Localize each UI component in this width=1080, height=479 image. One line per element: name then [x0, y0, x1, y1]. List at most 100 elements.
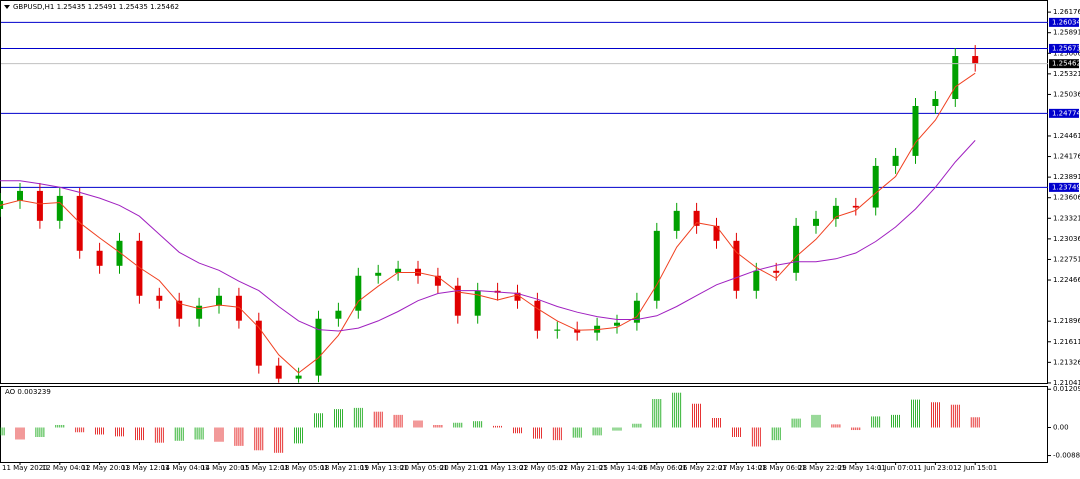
candle-body	[574, 329, 581, 333]
y-tick-label: 1.26176	[1053, 8, 1080, 16]
x-tick-label: 20 May 05:01	[400, 464, 448, 472]
y-tick-label: 1.25036	[1053, 90, 1080, 98]
x-tick-label: 12 May 20:01	[82, 464, 130, 472]
x-tick-label: 11 May 2020	[2, 464, 48, 472]
candle-body	[434, 275, 441, 286]
candle-body	[315, 318, 322, 376]
x-tick-label: 15 May 12:01	[241, 464, 289, 472]
candle-body	[514, 292, 521, 301]
candle-body	[614, 322, 620, 326]
x-tick-label: 19 May 13:01	[360, 464, 408, 472]
candle-body	[773, 270, 780, 273]
y-tick-label: 1.24176	[1053, 153, 1080, 161]
y-tick-label: 1.21896	[1053, 317, 1080, 325]
level-label: 1.25673	[1052, 44, 1080, 52]
candle-body	[136, 240, 143, 296]
candle-body	[156, 295, 163, 301]
candle-body	[912, 105, 919, 156]
x-tick-label: 20 May 21:01	[440, 464, 488, 472]
candle-body	[952, 56, 959, 99]
candle-body	[96, 250, 103, 266]
x-tick-label: 18 May 05:01	[281, 464, 329, 472]
x-tick-label: 28 May 22:01	[798, 464, 846, 472]
candle-body	[813, 218, 819, 226]
menu-arrow[interactable]	[4, 5, 10, 9]
candle-body	[554, 329, 561, 331]
y-tick-label: 1.23606	[1053, 194, 1080, 202]
x-tick-label: 1 Jun 07:01	[878, 464, 918, 472]
level-label: 1.24774	[1052, 109, 1080, 117]
main-frame	[0, 0, 1048, 384]
candle-body	[395, 268, 402, 273]
y-tick-label: 1.21326	[1053, 358, 1080, 366]
x-tick-label: 13 May 12:01	[121, 464, 169, 472]
candle-body	[474, 290, 481, 316]
indicator-frame	[0, 386, 1048, 463]
candle-body	[196, 305, 203, 319]
x-tick-label: 12 May 04:01	[42, 464, 90, 472]
x-tick-label: 25 May 14:01	[599, 464, 647, 472]
candle-body	[852, 205, 859, 208]
level-box	[1049, 17, 1079, 27]
y2-tick-label: 0.01209	[1053, 385, 1080, 393]
candle-body	[693, 210, 700, 226]
candle-body	[375, 272, 382, 276]
candle-body	[255, 320, 262, 366]
candle-body	[17, 190, 23, 201]
candle-body	[872, 165, 879, 208]
y-tick-label: 1.25891	[1053, 29, 1080, 37]
candle-body	[454, 285, 461, 316]
level-box	[1049, 108, 1079, 118]
y-tick-label: 1.21611	[1053, 338, 1080, 346]
candle-body	[832, 205, 839, 219]
candle-body	[653, 230, 660, 301]
y2-tick-label: 0.00	[1053, 424, 1069, 432]
y-tick-label: 1.21041	[1053, 379, 1080, 387]
candle-body	[633, 300, 640, 323]
y-tick-label: 1.24461	[1053, 132, 1080, 140]
y-tick-label: 1.25321	[1053, 70, 1080, 78]
candle-body	[753, 270, 760, 291]
moving-average	[0, 72, 976, 374]
x-tick-label: 18 May 21:01	[320, 464, 368, 472]
candle-body	[793, 225, 800, 273]
x-tick-label: 2 Jun 15:01	[957, 464, 997, 472]
candle-body	[36, 190, 43, 221]
candle-body	[295, 375, 302, 379]
y-tick-label: 1.23036	[1053, 235, 1080, 243]
candle-body	[116, 240, 123, 266]
candle-body	[534, 300, 541, 331]
price-label: 1.25462	[1052, 60, 1080, 68]
x-tick-label: 22 May 21:01	[559, 464, 607, 472]
ao-label: AO 0.003239	[5, 388, 51, 396]
candle-body	[673, 210, 680, 231]
y-tick-label: 1.23321	[1053, 214, 1080, 222]
level-label: 1.26034	[1052, 18, 1080, 26]
candle-body	[56, 195, 63, 221]
candle-body	[713, 225, 720, 241]
candle-body	[76, 195, 83, 251]
x-tick-label: 27 May 14:01	[718, 464, 766, 472]
chart-title: GBPUSD,H1 1.25435 1.25491 1.25435 1.2546…	[13, 3, 179, 11]
candle-body	[972, 56, 979, 64]
y-tick-label: 1.23891	[1053, 173, 1080, 181]
x-tick-label: 28 May 06:01	[758, 464, 806, 472]
x-tick-label: 22 May 05:01	[519, 464, 567, 472]
y-tick-label: 1.22466	[1053, 276, 1080, 284]
x-tick-label: 21 May 13:01	[480, 464, 528, 472]
candle-body	[176, 300, 183, 319]
y2-tick-label: -0.00886	[1053, 452, 1080, 460]
candle-body	[216, 295, 222, 306]
x-tick-label: 14 May 04:01	[161, 464, 209, 472]
candle-body	[892, 155, 899, 166]
candle-body	[235, 295, 242, 321]
x-tick-label: 26 May 22:01	[679, 464, 727, 472]
y-tick-label: 1.25606	[1053, 49, 1080, 57]
x-tick-label: 26 May 06:01	[639, 464, 687, 472]
candle-body	[932, 98, 939, 106]
x-tick-label: 29 May 14:01	[838, 464, 886, 472]
level-box	[1049, 43, 1079, 53]
candle-body	[275, 365, 282, 379]
x-tick-label: 1 Jun 23:01	[917, 464, 957, 472]
candle-body	[355, 275, 362, 311]
